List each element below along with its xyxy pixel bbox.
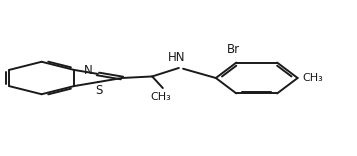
Text: S: S [95, 84, 102, 97]
Text: Br: Br [227, 43, 240, 56]
Text: HN: HN [168, 51, 186, 64]
Text: N: N [84, 64, 92, 77]
Text: CH₃: CH₃ [151, 92, 171, 102]
Text: CH₃: CH₃ [302, 73, 323, 83]
